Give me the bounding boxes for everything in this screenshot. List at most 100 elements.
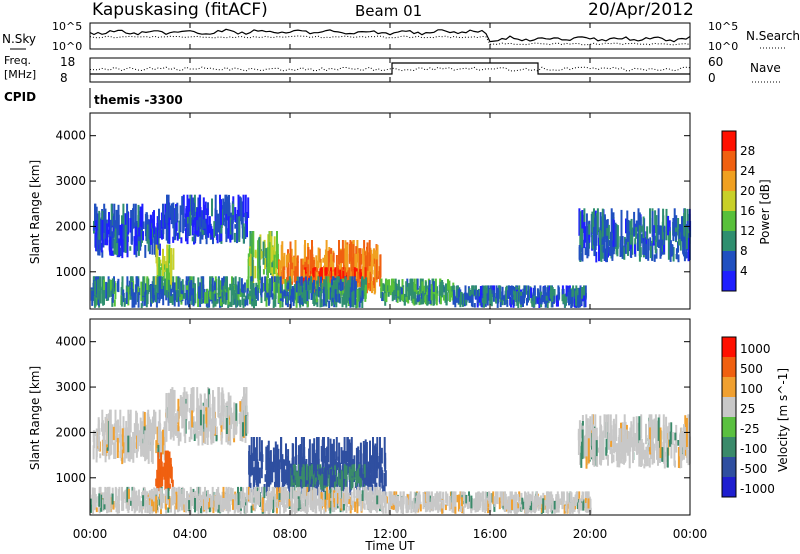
heatmap-cell bbox=[247, 197, 250, 218]
heatmap-cell bbox=[468, 491, 470, 502]
heatmap-cell bbox=[500, 491, 503, 504]
heatmap-cell bbox=[136, 423, 139, 452]
heatmap-cell bbox=[218, 215, 221, 243]
heatmap-cell bbox=[518, 502, 521, 512]
heatmap-cell bbox=[386, 285, 389, 291]
heatmap-cell bbox=[591, 235, 594, 248]
heatmap-cell bbox=[185, 228, 187, 242]
heatmap-cell bbox=[380, 447, 383, 464]
heatmap-cell bbox=[632, 228, 635, 236]
heatmap-cell bbox=[134, 495, 137, 513]
heatmap-cell bbox=[197, 197, 200, 223]
heatmap-cell bbox=[279, 276, 282, 296]
heatmap-cell bbox=[578, 491, 581, 501]
heatmap-cell bbox=[670, 441, 673, 459]
heatmap-cell bbox=[142, 411, 145, 438]
heatmap-cell bbox=[355, 489, 358, 499]
heatmap-cell bbox=[369, 261, 372, 272]
heatmap-cell bbox=[315, 464, 317, 478]
heatmap-cell bbox=[606, 235, 608, 263]
heatmap-cell bbox=[100, 494, 103, 512]
heatmap-cell bbox=[155, 244, 158, 264]
heatmap-cell bbox=[614, 423, 617, 452]
heatmap-cell bbox=[208, 394, 211, 417]
heatmap-cell bbox=[258, 437, 261, 461]
heatmap-cell bbox=[588, 496, 591, 512]
heatmap-cell bbox=[493, 496, 496, 505]
heatmap-cell bbox=[115, 209, 118, 229]
heatmap-cell bbox=[640, 414, 643, 438]
heatmap-cell bbox=[317, 488, 319, 496]
heatmap-cell bbox=[470, 291, 473, 307]
heatmap-cell bbox=[347, 492, 350, 500]
heatmap-cell bbox=[184, 412, 187, 434]
heatmap-cell bbox=[236, 214, 238, 244]
heatmap-cell bbox=[388, 491, 391, 504]
heatmap-cell bbox=[469, 496, 472, 508]
heatmap-cell bbox=[261, 454, 264, 462]
heatmap-cell bbox=[167, 507, 170, 513]
heatmap-cell bbox=[318, 500, 321, 509]
heatmap-cell bbox=[302, 465, 305, 480]
heatmap-cell bbox=[188, 421, 191, 428]
heatmap-cell bbox=[473, 498, 476, 507]
heatmap-cell bbox=[110, 279, 112, 291]
heatmap-cell bbox=[640, 438, 643, 466]
heatmap-cell bbox=[146, 429, 149, 454]
heatmap-cell bbox=[264, 292, 267, 302]
heatmap-cell bbox=[579, 452, 582, 465]
heatmap-cell bbox=[222, 393, 225, 422]
heatmap-cell bbox=[267, 258, 269, 279]
heatmap-cell bbox=[239, 299, 242, 308]
heatmap-cell bbox=[244, 230, 247, 239]
heatmap-cell bbox=[182, 205, 185, 234]
heatmap-cell bbox=[248, 494, 251, 500]
heatmap-cell bbox=[663, 231, 666, 255]
heatmap-cell bbox=[587, 498, 590, 509]
heatmap-cell bbox=[144, 430, 147, 448]
heatmap-cell bbox=[523, 293, 526, 304]
heatmap-cell bbox=[665, 208, 668, 241]
heatmap-cell bbox=[657, 440, 659, 466]
heatmap-cell bbox=[580, 502, 583, 511]
heatmap-cell bbox=[422, 495, 425, 509]
heatmap-cell bbox=[383, 472, 386, 496]
heatmap-cell bbox=[289, 255, 292, 285]
heatmap-cell bbox=[270, 287, 273, 298]
heatmap-cell bbox=[197, 405, 200, 431]
heatmap-cell bbox=[251, 489, 254, 507]
heatmap-cell bbox=[325, 240, 328, 265]
heatmap-cell bbox=[637, 208, 640, 238]
heatmap-cell bbox=[303, 269, 305, 285]
heatmap-cell bbox=[351, 269, 354, 281]
heatmap-cell bbox=[291, 479, 294, 485]
colorbar-swatch bbox=[722, 231, 736, 251]
heatmap-cell bbox=[651, 211, 654, 237]
heatmap-cell bbox=[138, 430, 141, 443]
heatmap-cell bbox=[290, 499, 293, 506]
heatmap-cell bbox=[249, 290, 252, 297]
heatmap-cell bbox=[602, 245, 605, 253]
heatmap-cell bbox=[167, 260, 170, 279]
heatmap-cell bbox=[168, 205, 171, 219]
heatmap-cell bbox=[204, 292, 207, 304]
heatmap-cell bbox=[669, 242, 672, 262]
heatmap-cell bbox=[244, 299, 246, 307]
heatmap-cell bbox=[273, 250, 276, 269]
heatmap-cell bbox=[244, 496, 247, 514]
heatmap-cell bbox=[310, 478, 313, 484]
heatmap-cell bbox=[410, 500, 413, 513]
heatmap-cell bbox=[243, 282, 246, 293]
heatmap-cell bbox=[254, 466, 257, 481]
heatmap-cell bbox=[91, 487, 94, 505]
heatmap-cell bbox=[533, 502, 536, 513]
heatmap-cell bbox=[361, 290, 364, 301]
heatmap-cell bbox=[206, 502, 209, 510]
heatmap-cell bbox=[520, 295, 522, 305]
heatmap-cell bbox=[383, 437, 386, 467]
heatmap-cell bbox=[317, 498, 319, 506]
heatmap-cell bbox=[616, 451, 619, 460]
heatmap-cell bbox=[549, 500, 552, 513]
heatmap-cell bbox=[351, 502, 354, 510]
heatmap-cell bbox=[292, 257, 295, 271]
